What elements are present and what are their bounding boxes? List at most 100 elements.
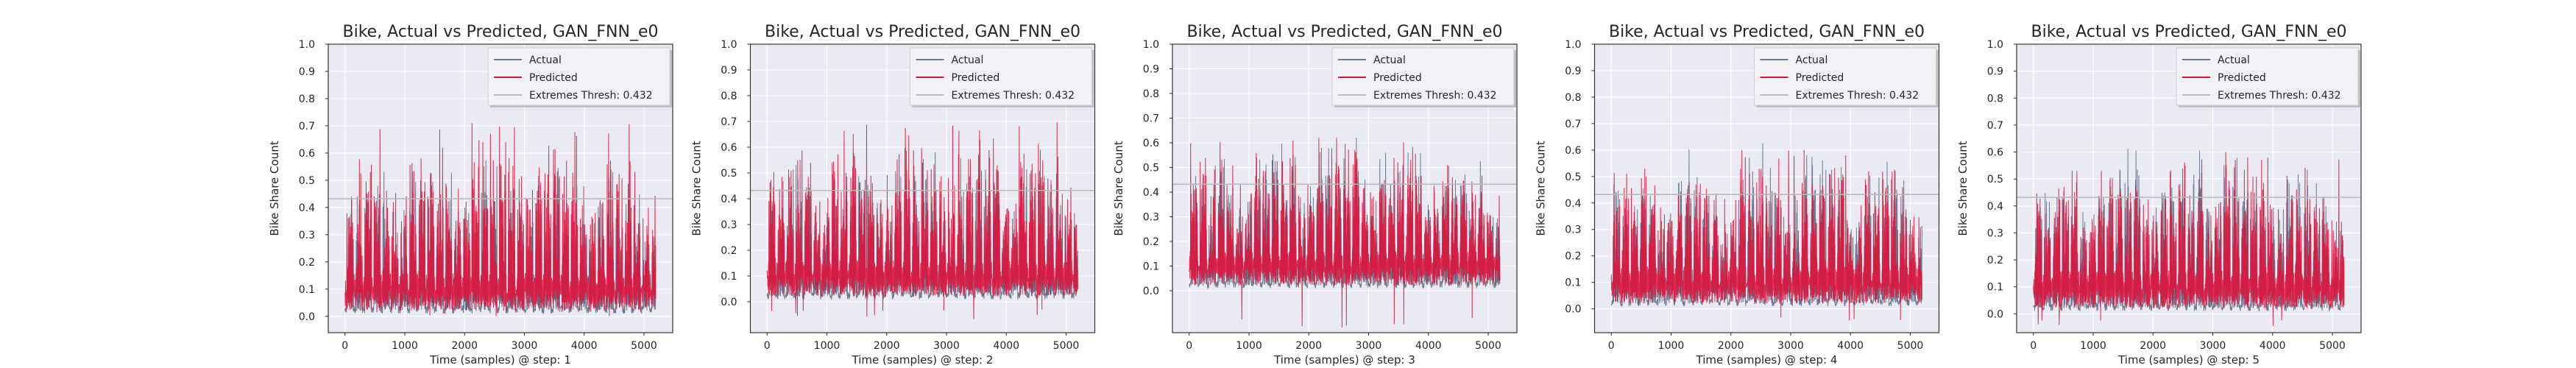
- chart-panel-4: 0.0 0.1 0.2 0.3 0.4 0.5 0.6 0.7 0.8 0.9 1.0 0 1000 20…: [1535, 23, 1940, 367]
- x-tick-label: 4000: [993, 340, 1019, 352]
- series-predicted: [344, 123, 657, 316]
- series-predicted: [1189, 138, 1501, 328]
- axes-frame: [328, 43, 673, 333]
- axes-frame: [1593, 43, 1940, 333]
- legend: Actual Predicted Extremes Thresh: 0.432: [1754, 47, 1939, 107]
- y-tick-label: 0.4: [721, 194, 737, 205]
- y-tick-label: 0.8: [1987, 93, 2003, 105]
- legend-entry: Actual: [1796, 54, 1828, 66]
- y-axis-label: Bike Share Count: [1535, 141, 1548, 236]
- y-tick-label: 0.3: [1143, 212, 1159, 224]
- y-tick-label: 0.4: [1143, 187, 1159, 199]
- y-tick-label: 0.4: [1565, 198, 1581, 210]
- y-tick-label: 0.1: [1987, 282, 2003, 294]
- chart-title: Bike, Actual vs Predicted, GAN_FNN_e0: [1187, 23, 1503, 41]
- y-tick-label: 0.0: [1565, 304, 1581, 316]
- x-tick-label: 3000: [512, 340, 538, 352]
- y-axis-label: Bike Share Count: [690, 141, 704, 236]
- legend-entry: Extremes Thresh: 0.432: [1796, 90, 1919, 102]
- legend-entry: Extremes Thresh: 0.432: [952, 90, 1075, 102]
- x-tick-label: 5000: [1897, 340, 1924, 352]
- y-tick-label: 1.0: [1565, 39, 1581, 51]
- y-tick-label: 0.7: [299, 121, 315, 132]
- x-axis-label: Time (samples) @ step: 2: [852, 353, 994, 367]
- x-tick-label: 1000: [392, 340, 418, 352]
- chart-title: Bike, Actual vs Predicted, GAN_FNN_e0: [343, 23, 659, 41]
- chart-panel-1: 0.0 0.1 0.2 0.3 0.4 0.5 0.6 0.7 0.8 0.9 1.0 0 1000 20…: [268, 23, 673, 367]
- x-tick-label: 0: [2030, 340, 2037, 352]
- legend-entry: Extremes Thresh: 0.432: [2218, 90, 2341, 102]
- y-tick-label: 0.6: [1143, 138, 1159, 149]
- y-tick-label: 0.5: [1565, 171, 1581, 183]
- y-tick-label: 0.9: [1565, 66, 1581, 77]
- y-tick-label: 0.1: [721, 271, 737, 283]
- y-tick-label: 0.9: [1987, 66, 2003, 78]
- chart-title: Bike, Actual vs Predicted, GAN_FNN_e0: [765, 23, 1080, 41]
- y-tick-label: 0.6: [1565, 145, 1581, 157]
- y-tick-label: 0.5: [1143, 163, 1159, 174]
- y-tick-label: 1.0: [1143, 39, 1159, 51]
- y-tick-label: 0.8: [299, 93, 315, 105]
- x-tick-label: 3000: [933, 340, 960, 352]
- x-tick-label: 1000: [2080, 340, 2106, 352]
- y-tick-label: 0.1: [299, 284, 315, 296]
- y-tick-label: 0.0: [1143, 286, 1159, 297]
- y-tick-label: 0.2: [721, 245, 737, 257]
- legend-entry: Actual: [1373, 54, 1406, 66]
- y-tick-label: 0.9: [721, 65, 737, 77]
- x-tick-label: 5000: [1053, 340, 1080, 352]
- y-tick-label: 0.0: [299, 311, 315, 323]
- y-tick-label: 0.5: [1987, 174, 2003, 185]
- y-tick-label: 0.0: [1987, 308, 2003, 320]
- chart-title: Bike, Actual vs Predicted, GAN_FNN_e0: [2031, 23, 2347, 41]
- x-axis-label: Time (samples) @ step: 4: [1696, 353, 1838, 367]
- x-tick-label: 2000: [1295, 340, 1322, 352]
- y-tick-label: 0.7: [1143, 113, 1159, 125]
- x-tick-label: 0: [764, 340, 771, 352]
- chart-panel-2: 0.0 0.1 0.2 0.3 0.4 0.5 0.6 0.7 0.8 0.9 1.0 0 1000 20…: [690, 23, 1096, 367]
- x-tick-label: 4000: [1837, 340, 1864, 352]
- y-tick-label: 0.2: [1987, 255, 2003, 266]
- y-tick-label: 1.0: [299, 39, 315, 51]
- x-tick-label: 0: [1608, 340, 1615, 352]
- y-tick-label: 0.4: [1987, 201, 2003, 213]
- x-tick-label: 1000: [1658, 340, 1685, 352]
- legend-entry: Actual: [2218, 54, 2250, 66]
- legend-entry: Actual: [529, 54, 562, 66]
- x-tick-label: 3000: [1777, 340, 1804, 352]
- y-tick-label: 0.9: [1143, 64, 1159, 76]
- y-tick-label: 0.3: [1565, 224, 1581, 236]
- axes-frame: [749, 43, 1096, 333]
- x-axis-label: Time (samples) @ step: 3: [1273, 353, 1415, 367]
- legend: Actual Predicted Extremes Thresh: 0.432: [487, 47, 672, 107]
- legend-entry: Predicted: [952, 72, 1000, 84]
- legend: Actual Predicted Extremes Thresh: 0.432: [1331, 47, 1516, 107]
- y-tick-label: 0.3: [721, 219, 737, 231]
- y-tick-label: 0.4: [299, 202, 315, 214]
- chart-panel-3: 0.0 0.1 0.2 0.3 0.4 0.5 0.6 0.7 0.8 0.9 1.0 0 1000 20…: [1112, 23, 1518, 367]
- legend-entry: Predicted: [1373, 72, 1422, 84]
- x-tick-label: 5000: [631, 340, 657, 352]
- chart-title: Bike, Actual vs Predicted, GAN_FNN_e0: [1609, 23, 1925, 41]
- series-predicted: [1610, 149, 1922, 321]
- y-tick-label: 1.0: [721, 39, 737, 51]
- x-tick-label: 0: [1186, 340, 1192, 352]
- y-tick-label: 0.7: [721, 116, 737, 128]
- axes-frame: [2016, 43, 2362, 333]
- y-tick-label: 0.0: [721, 297, 737, 308]
- x-axis-label: Time (samples) @ step: 5: [2117, 353, 2260, 367]
- x-tick-label: 2000: [1718, 340, 1744, 352]
- y-tick-label: 0.3: [1987, 227, 2003, 239]
- y-axis-label: Bike Share Count: [1956, 141, 1970, 236]
- y-tick-label: 0.8: [1143, 88, 1159, 100]
- x-tick-label: 4000: [571, 340, 598, 352]
- x-tick-label: 1000: [814, 340, 841, 352]
- y-tick-label: 0.8: [721, 91, 737, 102]
- x-tick-label: 3000: [1356, 340, 1382, 352]
- x-tick-label: 1000: [1236, 340, 1262, 352]
- y-tick-label: 0.3: [299, 230, 315, 241]
- legend: Actual Predicted Extremes Thresh: 0.432: [910, 47, 1094, 107]
- x-axis-label: Time (samples) @ step: 1: [429, 353, 571, 367]
- x-tick-label: 2000: [451, 340, 478, 352]
